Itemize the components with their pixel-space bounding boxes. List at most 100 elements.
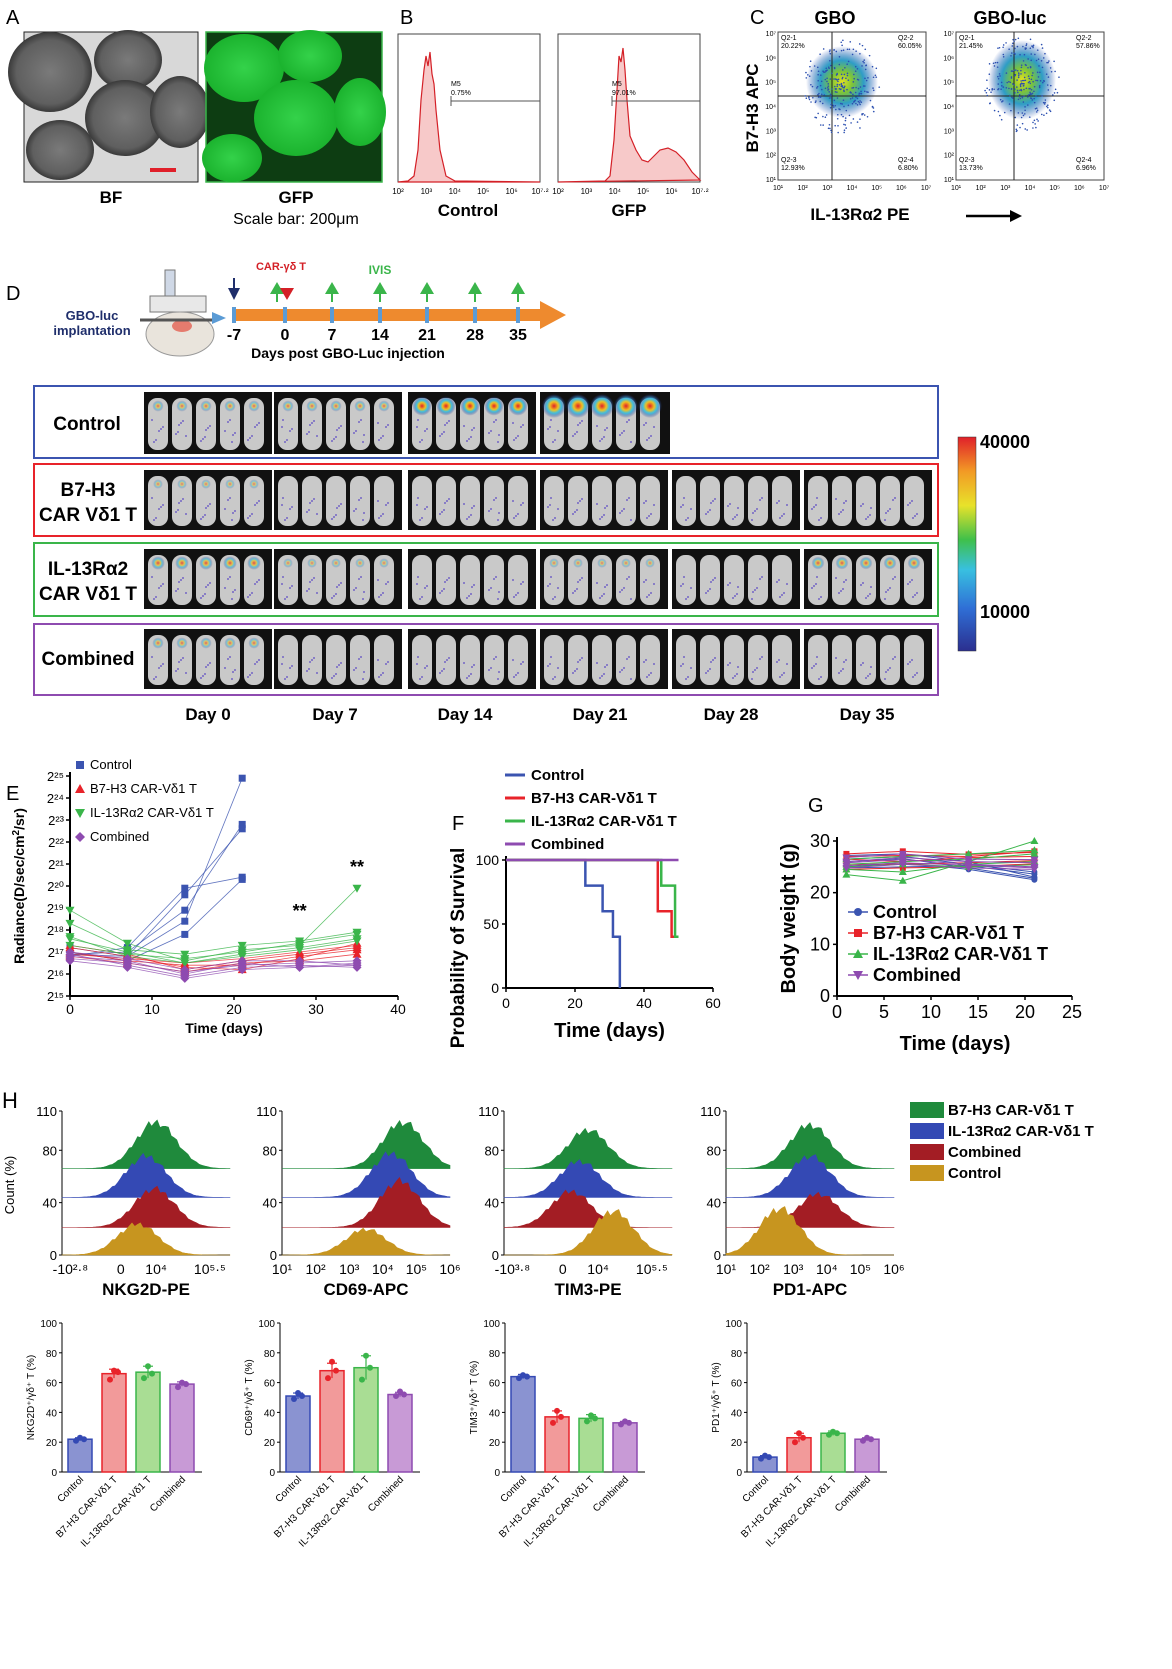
noise-dot <box>227 658 229 660</box>
event-dot <box>810 83 812 86</box>
noise-dot <box>515 515 517 517</box>
mouse-body <box>350 555 370 605</box>
noise-dot <box>557 667 559 669</box>
noise-dot <box>358 578 360 580</box>
noise-dot <box>712 500 714 502</box>
event-dot <box>1016 79 1018 81</box>
y-tick-label: 0 <box>51 1468 57 1479</box>
noise-dot <box>284 519 286 521</box>
noise-dot <box>249 515 251 517</box>
noise-dot <box>907 504 909 506</box>
event-dot <box>1018 95 1021 98</box>
noise-dot <box>380 674 382 676</box>
noise-dot <box>209 662 211 664</box>
event-dot <box>1018 93 1021 96</box>
x-tick-label: 10² <box>976 185 987 192</box>
noise-dot <box>439 435 441 437</box>
marker-triangle-down <box>295 946 305 955</box>
series-line <box>69 951 358 971</box>
noise-dot <box>185 672 187 674</box>
event-dot <box>1037 120 1039 122</box>
noise-dot <box>490 430 492 432</box>
noise-dot <box>549 663 551 665</box>
noise-dot <box>811 508 813 510</box>
noise-dot <box>621 589 623 591</box>
event-dot <box>1024 109 1026 112</box>
event-dot <box>1020 116 1023 119</box>
noise-dot <box>247 596 249 598</box>
noise-dot <box>385 426 387 428</box>
x-tick-label: 0 <box>832 1002 842 1022</box>
marker-square <box>238 820 246 828</box>
event-dot <box>1032 72 1034 74</box>
event-dot <box>825 67 828 70</box>
legend-swatch <box>910 1123 944 1139</box>
mouse-body <box>856 476 876 526</box>
y-tick-label: 30 <box>810 831 830 851</box>
noise-dot <box>576 668 578 670</box>
event-dot <box>1043 103 1046 105</box>
marker-triangle-down <box>65 919 75 928</box>
noise-dot <box>604 586 606 588</box>
y-tick-label: 80 <box>46 1349 58 1360</box>
panel-label-a: A <box>6 7 20 29</box>
noise-dot <box>870 666 872 668</box>
noise-dot <box>714 577 716 579</box>
noise-dot <box>308 668 310 670</box>
y-tick-label: 50 <box>483 916 499 932</box>
noise-dot <box>498 591 500 593</box>
noise-dot <box>360 419 362 421</box>
noise-dot <box>378 517 380 519</box>
event-dot <box>1033 97 1035 100</box>
noise-dot <box>358 499 360 501</box>
event-dot <box>834 91 837 93</box>
event-dot <box>856 104 859 106</box>
event-dot <box>1027 75 1030 77</box>
event-dot <box>810 101 812 103</box>
event-dot <box>1016 89 1019 92</box>
event-dot <box>843 85 846 88</box>
noise-dot <box>761 576 763 578</box>
x-axis-label: Time (days) <box>900 1033 1011 1055</box>
event-dot <box>828 123 831 126</box>
x-tick-label: 10⁶ <box>439 1261 460 1277</box>
noise-dot <box>690 587 692 589</box>
noise-dot <box>200 597 202 599</box>
event-dot <box>1028 80 1031 83</box>
y-tick-label: 10⁴ <box>765 104 776 111</box>
noise-dot <box>680 585 682 587</box>
y-axis-label: Probability of Survival <box>448 848 469 1049</box>
noise-dot <box>751 519 753 521</box>
event-dot <box>829 106 832 109</box>
ivis-arrow-icon <box>511 282 525 294</box>
noise-dot <box>843 502 845 504</box>
noise-dot <box>498 671 500 673</box>
noise-dot <box>362 519 364 521</box>
noise-dot <box>705 592 707 594</box>
noise-dot <box>360 576 362 578</box>
y-tick-label: 10⁷ <box>944 31 955 38</box>
bf-label: BF <box>100 188 123 207</box>
event-dot <box>844 124 847 126</box>
marker-square <box>181 906 189 914</box>
data-point <box>359 1376 365 1383</box>
noise-dot <box>382 592 384 594</box>
data-point <box>149 1370 155 1377</box>
noise-dot <box>887 669 889 671</box>
legend-label: B7-H3 CAR-Vδ1 T <box>90 781 197 796</box>
data-point <box>868 1436 874 1443</box>
day-label: Day 7 <box>312 705 357 724</box>
timeline <box>232 301 566 329</box>
noise-dot <box>362 598 364 600</box>
event-dot <box>805 71 807 74</box>
event-dot <box>846 48 849 51</box>
x-tick-label: 40 <box>636 995 652 1011</box>
noise-dot <box>912 676 914 678</box>
marker-triangle-down <box>1030 864 1039 872</box>
noise-dot <box>495 419 497 421</box>
noise-dot <box>209 425 211 427</box>
luminescence-spot <box>355 558 365 568</box>
event-dot <box>835 74 838 76</box>
mouse-body <box>880 635 900 685</box>
noise-dot <box>333 438 335 440</box>
